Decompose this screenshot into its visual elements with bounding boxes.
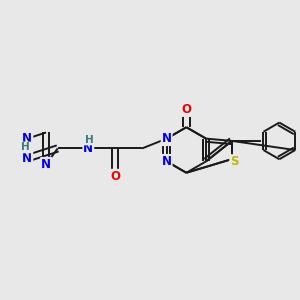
Text: N: N [41,158,51,171]
Text: N: N [162,155,172,168]
Text: H: H [21,142,30,152]
Text: S: S [230,155,239,168]
Text: N: N [162,132,172,145]
Text: H: H [85,135,93,145]
Text: N: N [83,142,93,155]
Text: O: O [110,170,120,183]
Text: O: O [182,103,191,116]
Text: N: N [22,132,32,145]
Text: N: N [22,152,32,165]
